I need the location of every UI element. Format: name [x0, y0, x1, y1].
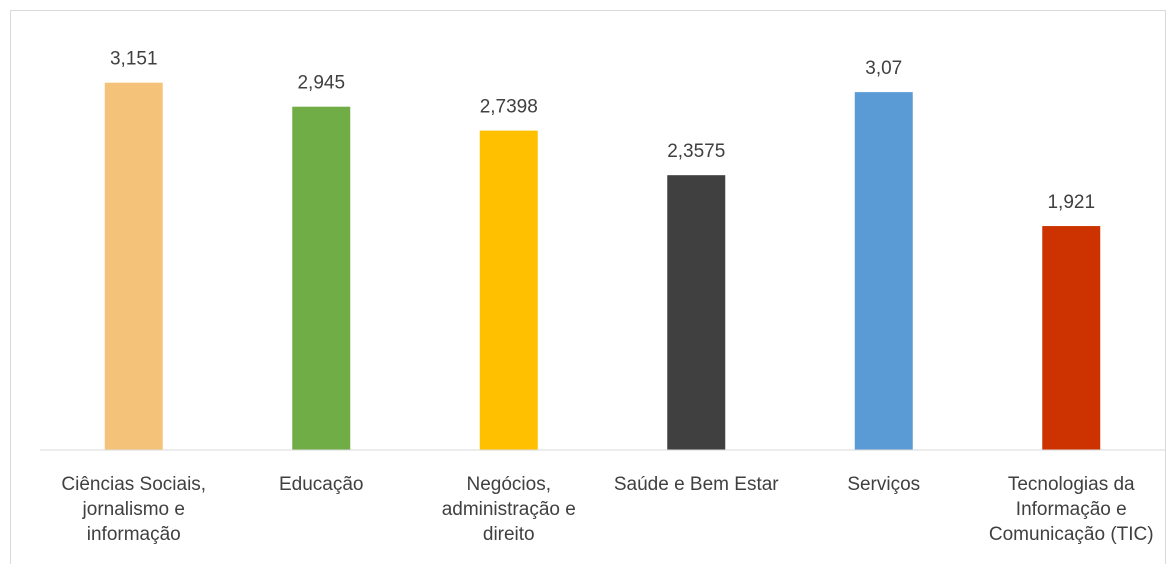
bar — [292, 106, 351, 450]
value-label: 2,7398 — [480, 97, 538, 118]
x-tick-label: Serviços — [847, 474, 921, 495]
bar — [667, 175, 726, 450]
bar — [1042, 226, 1101, 450]
x-tick-label: Tecnologias da Informação e Comunicação … — [988, 474, 1154, 545]
bar — [104, 82, 163, 451]
chart-border — [10, 10, 1166, 564]
x-tick-label: Ciências Sociais, jornalismo e informaçã… — [61, 474, 207, 545]
value-label: 3,07 — [865, 58, 902, 79]
value-label: 2,945 — [297, 73, 345, 94]
value-label: 3,151 — [110, 49, 158, 70]
bar — [854, 92, 913, 450]
value-label: 1,921 — [1047, 192, 1095, 213]
value-label: 2,3575 — [667, 141, 725, 162]
x-tick-label: Saúde e Bem Estar — [613, 474, 779, 495]
x-tick-label: Negócios, administração e direito — [441, 474, 576, 545]
bar — [479, 130, 538, 450]
x-tick-label: Educação — [278, 474, 364, 495]
